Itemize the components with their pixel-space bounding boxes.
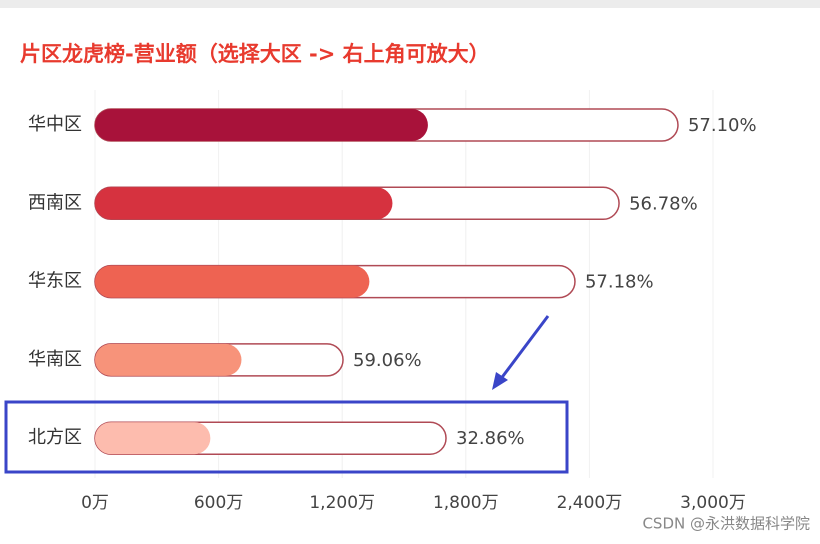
x-tick-label: 1,800万 <box>433 493 499 513</box>
value-bar <box>95 187 393 220</box>
annotation-arrow <box>498 315 550 381</box>
rate-label: 59.06% <box>353 350 422 371</box>
arrow-head <box>492 372 508 390</box>
highlight-box <box>4 400 569 474</box>
plot: 0万 600万 1,200万 1,800万 2,400万 3,000万 华中区 57.10% 西… <box>28 90 757 513</box>
x-tick-label: 0万 <box>81 493 109 513</box>
top-strip <box>0 0 820 8</box>
x-tick-label: 3,000万 <box>680 493 746 513</box>
rate-label: 56.78% <box>629 193 698 214</box>
y-tick-label: 华东区 <box>28 271 82 292</box>
y-tick-label: 华南区 <box>28 349 82 370</box>
y-tick-label: 北方区 <box>28 427 82 448</box>
value-bar <box>95 265 370 298</box>
x-tick-label: 2,400万 <box>557 493 623 513</box>
value-bar <box>95 343 242 376</box>
rate-label: 57.18% <box>585 272 654 293</box>
x-tick-label: 1,200万 <box>309 493 375 513</box>
value-bar <box>95 109 428 141</box>
rate-label: 57.10% <box>688 115 757 136</box>
rate-label: 32.86% <box>456 428 525 449</box>
chart-title: 片区龙虎榜-营业额（选择大区 -> 右上角可放大） <box>20 42 490 66</box>
x-tick-label: 600万 <box>194 493 243 513</box>
y-tick-label: 华中区 <box>28 114 82 135</box>
value-bar <box>95 422 211 455</box>
watermark: CSDN @永洪数据科学院 <box>642 515 810 533</box>
y-tick-label: 西南区 <box>28 192 82 213</box>
